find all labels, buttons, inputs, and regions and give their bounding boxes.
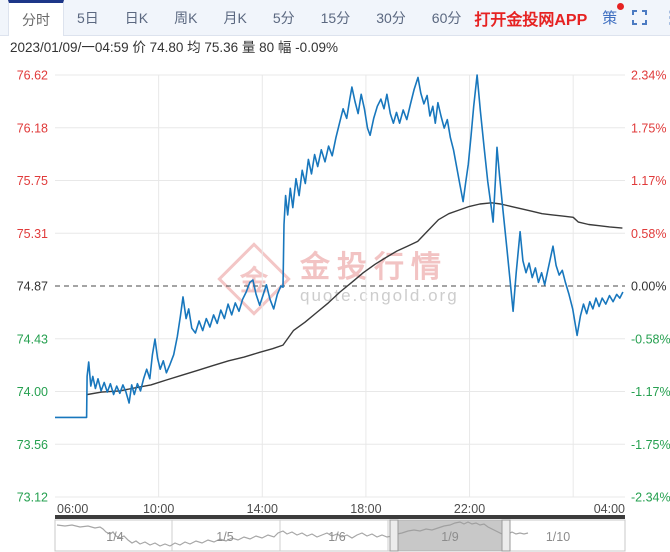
price-axis-label: 76.18 xyxy=(17,121,48,135)
price-axis-label: 74.87 xyxy=(17,280,48,294)
y-axis-left: 76.62 76.18 75.75 75.31 74.87 74.43 74.00 73.56… xyxy=(17,69,48,505)
percent-axis-label: 1.17% xyxy=(631,174,666,188)
time-axis-label: 10:00 xyxy=(143,502,174,516)
navigator-top-bar xyxy=(55,515,625,519)
quote-info-bar: 2023/01/09/一04:59 价 74.80 均 75.36 量 80 幅… xyxy=(0,36,670,58)
percent-axis-label: -1.17% xyxy=(631,385,670,399)
average-line xyxy=(87,202,623,396)
time-axis-label: 14:00 xyxy=(247,502,278,516)
percent-axis-label: -0.58% xyxy=(631,332,670,346)
tab-bar: 分时 5日 日K 周K 月K 5分 15分 30分 60分 打开金投网APP 策 ⋮ xyxy=(0,0,670,36)
time-axis-label: 18:00 xyxy=(350,502,381,516)
tab-5日[interactable]: 5日 xyxy=(77,9,99,26)
more-menu-icon[interactable]: ⋮ xyxy=(662,9,670,26)
price-axis-label: 74.00 xyxy=(17,385,48,399)
percent-axis-label: 2.34% xyxy=(631,69,666,83)
navigator-selected-window[interactable] xyxy=(390,520,510,551)
navigator: 1/4 1/5 1/6 1/9 1/10 xyxy=(54,515,626,552)
price-line xyxy=(55,74,624,419)
tab-30分[interactable]: 30分 xyxy=(376,9,406,26)
tab-周K[interactable]: 周K xyxy=(174,9,198,26)
navigator-date-label: 1/4 xyxy=(106,530,123,544)
time-axis-label: 22:00 xyxy=(454,502,485,516)
chart-plot-area[interactable] xyxy=(55,75,625,497)
price-axis-label: 73.12 xyxy=(17,491,48,505)
navigator-right-handle[interactable] xyxy=(501,519,511,552)
percent-axis-label: 0.58% xyxy=(631,227,666,241)
tab-60分[interactable]: 60分 xyxy=(431,9,462,26)
open-app-link[interactable]: 打开金投网APP xyxy=(474,11,588,29)
tab-日K[interactable]: 日K xyxy=(124,9,149,26)
percent-axis-label: 1.75% xyxy=(631,121,666,135)
fullscreen-icon[interactable] xyxy=(632,10,648,25)
navigator-date-label: 1/10 xyxy=(546,530,570,544)
percent-axis-label: 0.00% xyxy=(631,280,666,294)
x-axis: 06:00 10:00 14:00 18:00 22:00 04:00 xyxy=(57,502,625,516)
price-axis-label: 74.43 xyxy=(17,332,48,346)
percent-axis-label: -2.34% xyxy=(631,491,670,505)
y-axis-right: 2.34% 1.75% 1.17% 0.58% 0.00% -0.58% -1.17% -1.… xyxy=(631,69,670,505)
tab-月K[interactable]: 月K xyxy=(223,9,247,26)
navigator-date-label: 1/9 xyxy=(441,530,458,544)
tab-group: 分时 5日 日K 周K 月K 5分 15分 30分 60分 xyxy=(0,0,474,36)
strategy-button[interactable]: 策 xyxy=(602,3,625,28)
price-axis-label: 75.75 xyxy=(17,174,48,188)
notification-badge-dot xyxy=(617,3,625,10)
navigator-left-handle[interactable] xyxy=(389,519,399,552)
time-axis-label: 06:00 xyxy=(57,502,88,516)
tab-15分[interactable]: 15分 xyxy=(320,9,351,26)
tab-5分[interactable]: 5分 xyxy=(272,9,295,26)
percent-axis-label: -1.75% xyxy=(631,438,670,452)
price-axis-label: 73.56 xyxy=(17,438,48,452)
tab-分时[interactable]: 分时 xyxy=(8,0,64,36)
navigator-date-label: 1/5 xyxy=(216,530,233,544)
toolbar-right: 打开金投网APP 策 ⋮ xyxy=(474,0,670,35)
navigator-date-label: 1/6 xyxy=(328,530,345,544)
time-axis-label: 04:00 xyxy=(594,502,625,516)
price-axis-label: 76.62 xyxy=(17,69,48,83)
strategy-label: 策 xyxy=(602,10,618,27)
grid xyxy=(55,74,625,498)
quote-info-text: 2023/01/09/一04:59 价 74.80 均 75.36 量 80 幅… xyxy=(10,40,338,55)
price-axis-label: 75.31 xyxy=(17,227,48,241)
